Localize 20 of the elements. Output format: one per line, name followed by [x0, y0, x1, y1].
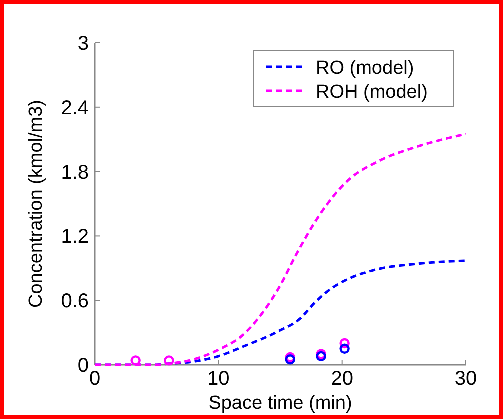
legend-label: ROH (model) [316, 82, 428, 103]
x-tick-label: 30 [454, 368, 478, 390]
x-tick-label: 20 [331, 368, 354, 390]
point [164, 356, 174, 366]
y-tick-label: 0.6 [61, 290, 89, 313]
point [340, 344, 350, 354]
point [130, 356, 141, 366]
point [285, 352, 296, 363]
y-tick-label: 3 [78, 33, 89, 55]
y-axis-title: Concentration (kmol/m3) [26, 100, 47, 308]
y-tick-label: 1.2 [61, 226, 89, 248]
point [340, 338, 350, 349]
point [316, 351, 326, 362]
legend-label: RO (model) [316, 58, 414, 79]
y-tick-label: 2.4 [61, 97, 89, 120]
x-tick-label: 10 [208, 368, 230, 390]
y-tick-label: 1.8 [61, 162, 89, 184]
x-axis-title: Space time (min) [208, 393, 352, 414]
point [316, 349, 326, 360]
point [285, 354, 296, 365]
